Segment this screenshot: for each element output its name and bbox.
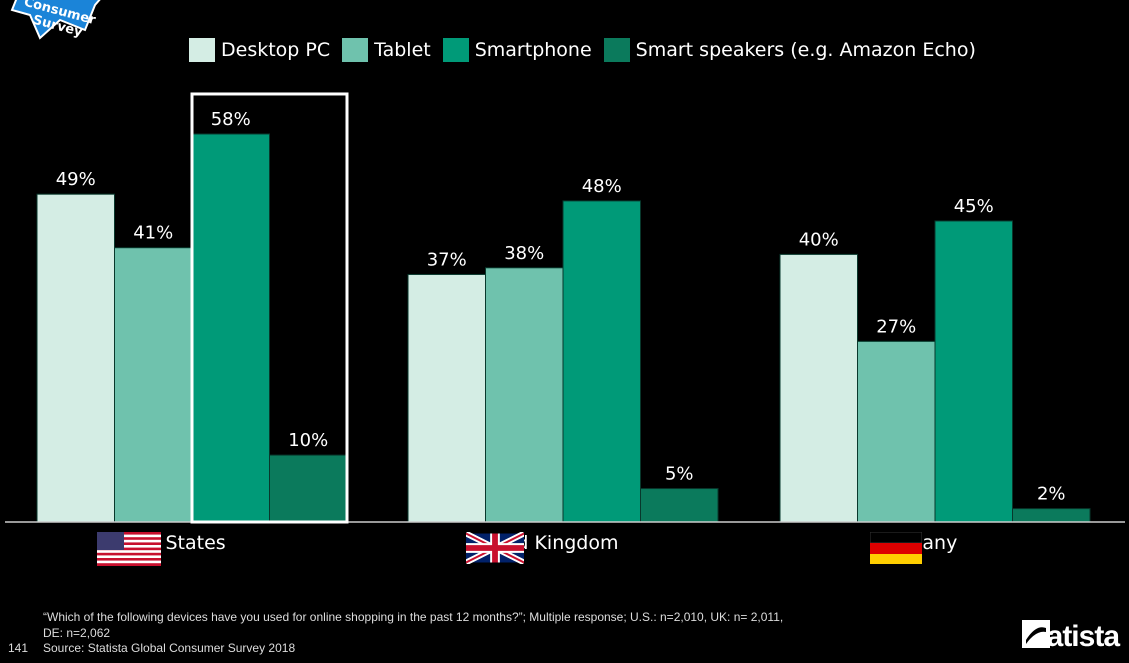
- data-label: 41%: [133, 223, 173, 244]
- legend-label: Smart speakers (e.g. Amazon Echo): [635, 39, 976, 61]
- bar: [485, 267, 564, 523]
- bar: [407, 273, 486, 523]
- legend-swatch: [603, 38, 630, 62]
- data-label: 48%: [582, 176, 622, 197]
- data-label: 49%: [56, 169, 96, 190]
- germany-flag-icon: [870, 532, 922, 564]
- legend-label: Smartphone: [474, 39, 592, 61]
- data-label: 27%: [876, 316, 916, 337]
- data-label: 38%: [504, 243, 544, 264]
- legend-item: Desktop PC: [189, 38, 330, 62]
- bar: [36, 193, 115, 523]
- data-label: 45%: [954, 196, 994, 217]
- data-label: 37%: [427, 249, 467, 270]
- consumer-survey-badge: Consumer Survey: [10, 0, 101, 40]
- country-label-us: United States: [97, 532, 226, 566]
- legend: Desktop PC Tablet Smartphone Smart speakers…: [189, 38, 976, 62]
- legend-swatch: [342, 38, 369, 62]
- data-label: 58%: [211, 109, 251, 130]
- statista-logo-icon: [1021, 620, 1050, 648]
- highlight-box: [190, 92, 349, 524]
- legend-swatch: [442, 38, 469, 62]
- bar: [934, 220, 1013, 523]
- legend-label: Desktop PC: [221, 39, 331, 61]
- legend-swatch: [189, 38, 215, 62]
- data-label: 10%: [288, 430, 328, 451]
- legend-item: Smartphone: [442, 38, 592, 62]
- country-label-germany: Germany: [870, 532, 957, 564]
- legend-label: Tablet: [374, 39, 431, 61]
- data-label: 5%: [665, 464, 694, 485]
- bar: [562, 200, 641, 523]
- data-label: 2%: [1037, 484, 1066, 505]
- data-label: 40%: [799, 229, 839, 250]
- footnote: “Which of the following devices have you…: [43, 610, 784, 624]
- bar: [857, 340, 936, 523]
- source: Source: Statista Global Consumer Survey …: [43, 641, 296, 655]
- bar: [1012, 508, 1091, 523]
- bar: [114, 247, 193, 523]
- footnote-line-2: DE: n=2,062: [43, 626, 111, 640]
- legend-item: Smart speakers (e.g. Amazon Echo): [603, 38, 976, 62]
- bar: [640, 488, 719, 523]
- page-number: 141: [8, 641, 29, 655]
- bar: [269, 454, 348, 523]
- country-label-uk: United Kingdom: [466, 532, 619, 564]
- uk-flag-icon: [466, 532, 524, 564]
- legend-item: Tablet: [342, 38, 431, 62]
- statista-logo: statista: [1021, 620, 1120, 654]
- us-flag-icon: [97, 532, 161, 566]
- bar: [191, 133, 270, 523]
- bar-chart: 49% 41% 58% 10% 37% 38% 48% 5% 40% 27% 45% 2%: [5, 92, 1125, 524]
- bar: [779, 253, 858, 523]
